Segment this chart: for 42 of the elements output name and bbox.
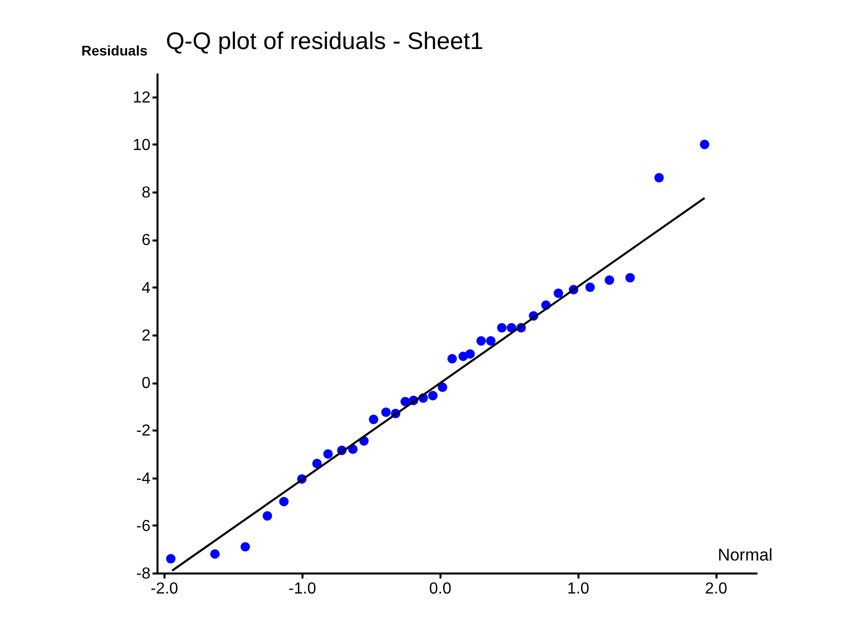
y-tick-label: -8 [136, 566, 151, 582]
point [438, 382, 448, 392]
y-tick-label: 2 [142, 327, 151, 344]
chart-title: Q-Q plot of residuals - Sheet1 [166, 28, 484, 55]
point [625, 273, 635, 282]
point [447, 354, 457, 364]
point [465, 349, 475, 359]
y-tick-label: 8 [142, 184, 151, 202]
y-tick-label: -6 [136, 518, 151, 535]
point [323, 449, 333, 459]
x-tick-label: 0.0 [429, 580, 452, 598]
point [476, 336, 486, 346]
x-tick-label: 2.0 [704, 580, 728, 598]
x-axis-title: Normal [718, 546, 772, 564]
y-tick-label: 12 [132, 89, 151, 106]
point [381, 408, 391, 418]
point [312, 458, 322, 468]
y-tick-label: 10 [132, 136, 151, 154]
point [585, 282, 595, 292]
y-tick-label: -4 [136, 470, 151, 488]
point [554, 288, 564, 298]
y-tick-label: 4 [142, 280, 151, 297]
x-tick-label: 1.0 [567, 580, 590, 598]
point [506, 323, 516, 332]
point [368, 414, 378, 424]
point [210, 549, 220, 559]
y-axis-title: Residuals [81, 42, 148, 58]
x-tick-label: -2.0 [150, 580, 178, 598]
point [428, 390, 438, 400]
point [262, 511, 272, 521]
y-tick-label: -2 [136, 422, 151, 440]
point [166, 554, 176, 564]
y-tick-label: 0 [142, 375, 151, 392]
point [240, 542, 250, 552]
point [497, 323, 507, 332]
point [279, 496, 289, 506]
x-tick-label: -1.0 [288, 580, 316, 598]
point [700, 140, 710, 150]
y-tick-label: 6 [142, 232, 151, 250]
point [604, 275, 614, 285]
point [654, 173, 664, 182]
point [486, 336, 496, 346]
